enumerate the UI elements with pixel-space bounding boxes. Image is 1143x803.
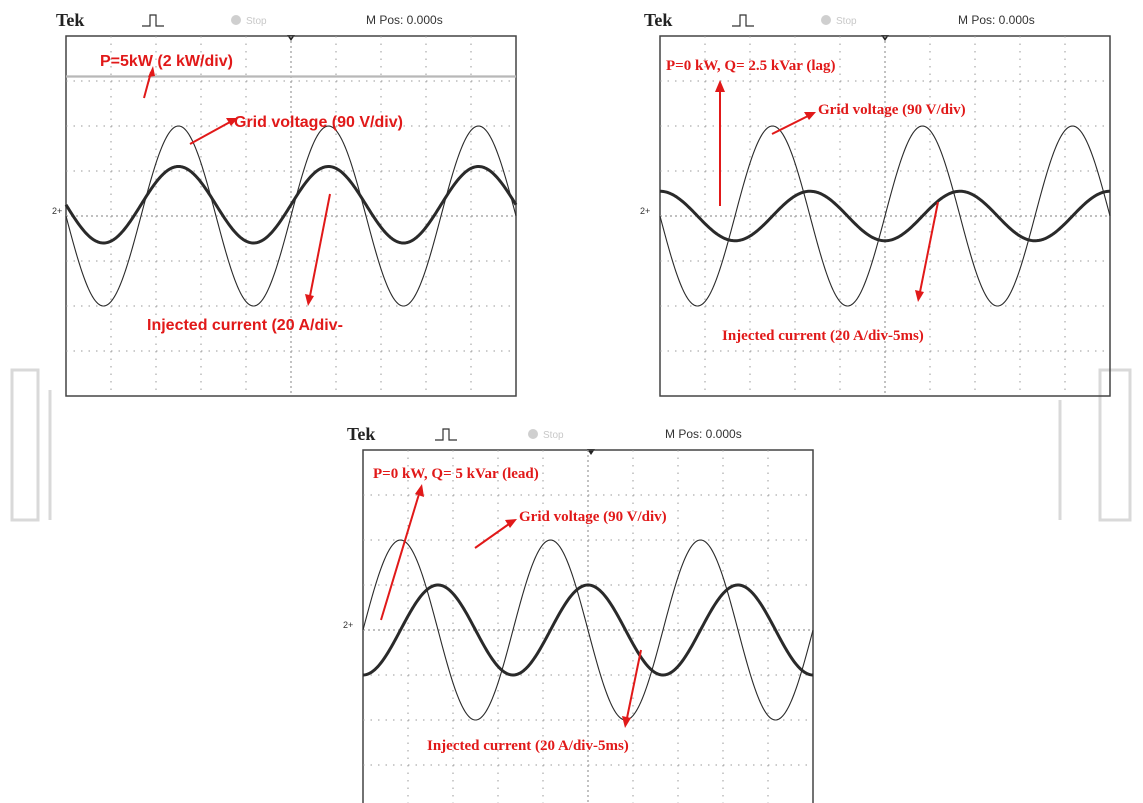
- scope-3-label-power: P=0 kW, Q= 5 kVar (lead): [373, 466, 539, 482]
- scope-3-status: Stop: [543, 430, 564, 441]
- scope-2-svg: Tek Stop M Pos: 0.000s 2+ P=0 kW, Q= 2.5…: [640, 10, 1111, 397]
- scope-panel-2: Tek Stop M Pos: 0.000s 2+ P=0 kW, Q= 2.5…: [640, 6, 1111, 397]
- arrowhead-icon: [226, 118, 238, 126]
- scope-1-status: Stop: [246, 16, 267, 27]
- arrowhead-icon: [505, 519, 517, 528]
- scope-1-voltage-trace: [65, 125, 517, 307]
- run-stop-icon: [821, 15, 831, 25]
- scope-1-grid: [66, 36, 516, 396]
- scope-2-label-current: Injected current (20 A/div-5ms): [722, 328, 924, 344]
- scope-3-arrow-current: [626, 649, 642, 719]
- arrowhead-icon: [622, 716, 631, 728]
- scope-1-svg: Tek Stop M Pos: 0.000s 2+ P=5kW (2 kW/di…: [52, 10, 518, 397]
- scope-2-arrow-current: [919, 201, 939, 293]
- scope-1-label-power: P=5kW (2 kW/div): [100, 53, 233, 70]
- scope-3-brand: Tek: [347, 424, 375, 444]
- scope-2-status: Stop: [836, 16, 857, 27]
- arrowhead-icon: [148, 66, 155, 77]
- scope-1-current-trace: [64, 165, 518, 245]
- scope-3-label-voltage: Grid voltage (90 V/div): [519, 509, 667, 525]
- run-stop-icon: [231, 15, 241, 25]
- scope-1-channel-marker: 2+: [52, 206, 62, 216]
- scope-3-mpos: M Pos: 0.000s: [665, 427, 742, 441]
- scope-3-traces: [362, 539, 814, 721]
- scope-1-brand: Tek: [56, 10, 84, 30]
- scope-2-channel-marker: 2+: [640, 206, 650, 216]
- scope-1-mpos: M Pos: 0.000s: [366, 13, 443, 27]
- arrowhead-icon: [804, 112, 816, 120]
- scope-2-traces: [659, 125, 1111, 307]
- scope-3-voltage-trace: [362, 539, 814, 721]
- arrowhead-icon: [305, 294, 314, 306]
- scope-3-current-trace: [362, 583, 814, 677]
- scope-2-annotations: P=0 kW, Q= 2.5 kVar (lag) Grid voltage (…: [666, 58, 966, 344]
- arrowhead-icon: [715, 80, 725, 92]
- scope-2-mpos: M Pos: 0.000s: [958, 13, 1035, 27]
- scope-3-arrow-voltage: [474, 523, 510, 549]
- scope-2-current-trace: [659, 189, 1111, 243]
- scope-3-annotations: P=0 kW, Q= 5 kVar (lead) Grid voltage (9…: [373, 466, 667, 754]
- scope-3-svg: Tek Stop M Pos: 0.000s 2+ P=0 kW, Q= 5 k…: [343, 424, 814, 803]
- scope-2-brand: Tek: [644, 10, 672, 30]
- trigger-pulse-icon: [142, 14, 164, 27]
- scope-1-traces: [64, 75, 518, 307]
- scope-3-label-current: Injected current (20 A/div-5ms): [427, 738, 629, 754]
- arrowhead-icon: [415, 484, 424, 497]
- scope-2-label-power: P=0 kW, Q= 2.5 kVar (lag): [666, 58, 835, 74]
- trigger-pulse-icon: [732, 14, 754, 27]
- scope-panel-3: Tek Stop M Pos: 0.000s 2+ P=0 kW, Q= 5 k…: [343, 420, 818, 803]
- run-stop-icon: [528, 429, 538, 439]
- scope-panel-1: Tek Stop M Pos: 0.000s 2+ P=5kW (2 kW/di…: [52, 6, 522, 397]
- arrowhead-icon: [915, 290, 924, 302]
- scope-2-voltage-trace: [659, 125, 1111, 307]
- scope-3-channel-marker: 2+: [343, 620, 353, 630]
- scope-2-arrow-voltage: [771, 115, 809, 135]
- scope-1-arrow-voltage: [189, 121, 231, 145]
- trigger-pulse-icon: [435, 428, 457, 441]
- scope-3-arrow-power: [380, 493, 420, 621]
- scope-1-arrow-current: [309, 193, 331, 297]
- scope-1-label-voltage: Grid voltage (90 V/div): [234, 114, 403, 131]
- scope-1-label-current: Injected current (20 A/div-: [147, 317, 343, 334]
- scope-2-label-voltage: Grid voltage (90 V/div): [818, 102, 966, 118]
- scope-1-annotations: P=5kW (2 kW/div) Grid voltage (90 V/div)…: [100, 53, 403, 334]
